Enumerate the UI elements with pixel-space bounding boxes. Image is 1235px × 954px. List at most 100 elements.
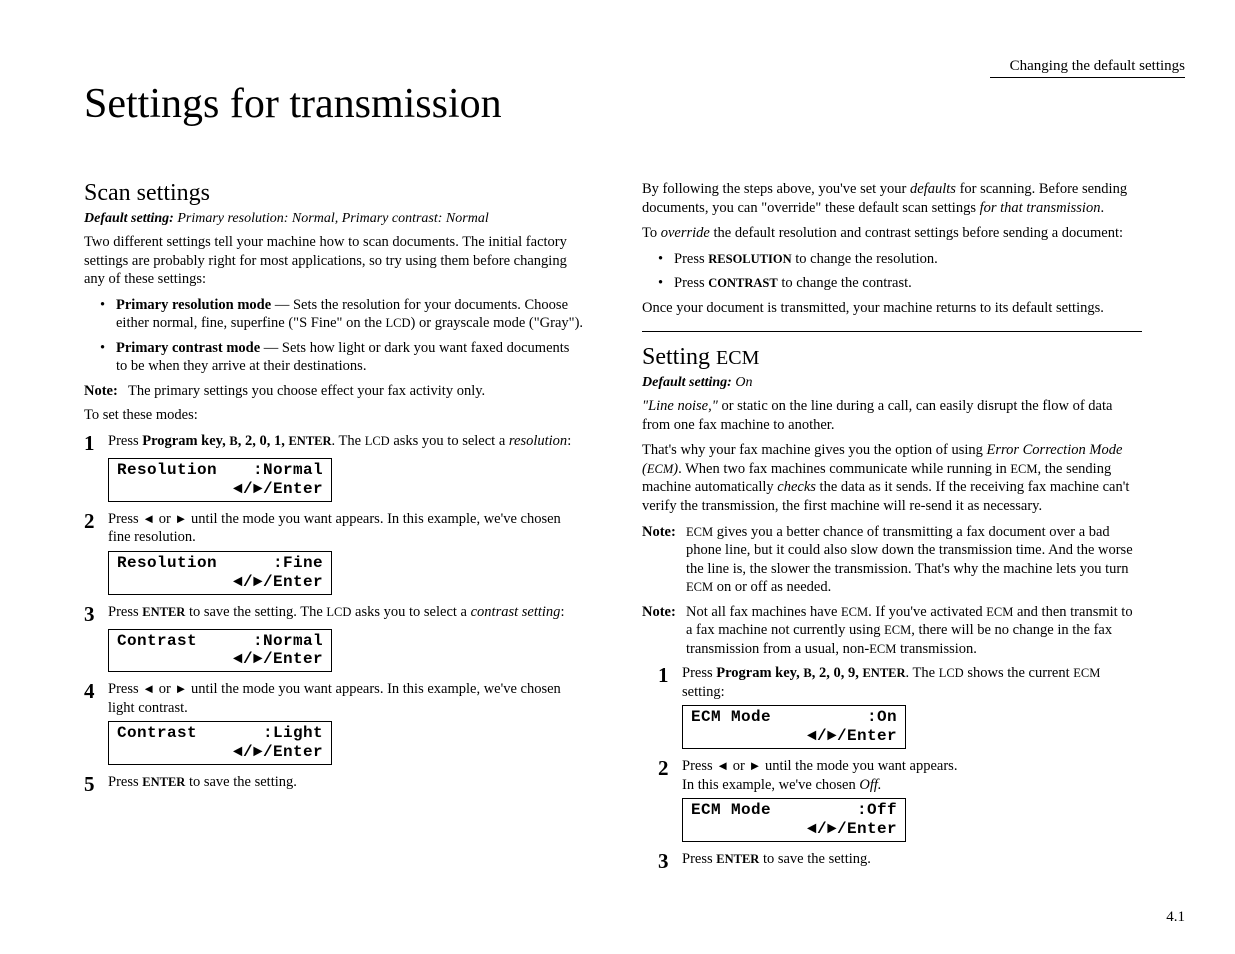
ecm-step-3: 3 Press ENTER to save the setting. [658,850,1142,872]
t: to change the contrast. [778,275,912,291]
t: to save the setting. [759,851,871,867]
ecm-p1: "Line noise," or static on the line duri… [642,397,1142,434]
lcd-left: Contrast [117,724,197,743]
step-number: 2 [658,757,682,779]
t: Setting [642,344,716,370]
scan-step-1: 1 Press Program key, B, 2, 0, 1, ENTER. … [84,432,584,454]
t: ECM [986,605,1013,619]
t: Press [682,758,716,774]
t: asks you to select a [390,433,509,449]
lcd-left: ECM Mode [691,801,771,820]
t: , 2, 0, 9, [812,665,863,681]
step-body: Press ENTER to save the setting. [108,773,584,792]
override-bullets: Press RESOLUTION to change the resolutio… [642,250,1142,293]
lcd-left: ECM Mode [691,708,771,727]
override-intro-1: By following the steps above, you've set… [642,180,1142,217]
t: setting: [682,684,725,700]
t: ENTER [716,852,759,866]
step-number: 3 [84,603,108,625]
t: Press [108,774,142,790]
t: Press [682,851,716,867]
t: LCD [326,605,351,619]
t: checks [777,479,816,495]
t: ECM [686,525,713,539]
two-column-layout: Scan settings Default setting: Primary r… [84,180,1185,876]
default-label: Default setting: [642,375,732,390]
right-arrow-icon: ► [174,681,187,698]
right-arrow-icon: ► [174,511,187,528]
lcd-resolution-normal: Resolution:Normal◄/►/Enter [108,458,332,502]
step-number: 1 [658,664,682,686]
t: . [1100,200,1104,216]
t: shows the current [964,665,1074,681]
page-number: 4.1 [1166,909,1185,926]
t: gives you a better chance of transmittin… [686,524,1133,577]
t: That's why your fax machine gives you th… [642,442,987,458]
t: the default resolution and contrast sett… [710,225,1123,241]
lcd-nav: ◄/►/Enter [233,573,323,592]
t: Press [682,665,716,681]
t: B [229,434,237,448]
left-arrow-icon: ◄ [142,681,155,698]
t: ECM [686,580,713,594]
to-set-line: To set these modes: [84,406,584,425]
t: Program key, [716,665,803,681]
t: defaults [910,181,956,197]
lcd-right: :Normal [253,632,323,651]
t: ECM [716,347,759,369]
bullet-sc: LCD [386,316,411,330]
right-arrow-icon: ► [748,758,761,775]
lcd-nav: ◄/►/Enter [233,743,323,762]
t: ECM [841,605,868,619]
left-column: Scan settings Default setting: Primary r… [84,180,584,876]
section-divider [642,331,1142,332]
lcd-nav: ◄/►/Enter [807,727,897,746]
t: CONTRAST [708,276,777,290]
step-body: Press Program key, B, 2, 0, 1, ENTER. Th… [108,432,584,451]
ecm-heading: Setting ECM [642,344,1142,371]
lcd-right: :Off [857,801,897,820]
ecm-step-2: 2 Press ◄ or ► until the mode you want a… [658,757,1142,794]
step-number: 2 [84,510,108,532]
t: or [155,681,174,697]
t: B [803,666,811,680]
t: . When two fax machines communicate whil… [678,461,1010,477]
step-body: Press ENTER to save the setting. [682,850,1142,869]
step-body: Press Program key, B, 2, 0, 9, ENTER. Th… [682,664,1142,701]
t: LCD [365,434,390,448]
t: Off. [859,777,881,793]
note-label: Note: [642,523,686,597]
bullet-contrast: Press CONTRAST to change the contrast. [658,274,1142,293]
t: To [642,225,661,241]
default-value-text: Primary resolution: Normal, Primary cont… [177,211,488,226]
lcd-nav: ◄/►/Enter [807,820,897,839]
t: or [729,758,748,774]
left-arrow-icon: ◄ [142,511,155,528]
lcd-contrast-light: Contrast:Light◄/►/Enter [108,721,332,765]
t: ECM [647,462,673,476]
t: for that transmission [980,200,1101,216]
note-text: Not all fax machines have ECM. If you've… [686,603,1142,659]
ecm-step-1: 1 Press Program key, B, 2, 0, 9, ENTER. … [658,664,1142,701]
scan-intro: Two different settings tell your machine… [84,233,584,289]
lcd-nav: ◄/►/Enter [233,650,323,669]
lcd-left: Resolution [117,461,217,480]
t: ECM [1073,666,1100,680]
step-body: Press ◄ or ► until the mode you want app… [108,680,584,717]
t: Program key, [142,433,229,449]
override-intro-2: To override the default resolution and c… [642,224,1142,243]
note-text: The primary settings you choose effect y… [128,382,584,401]
t: , 2, 0, 1, [238,433,289,449]
t: ECM [884,623,911,637]
scan-settings-heading: Scan settings [84,180,584,207]
lcd-ecm-off: ECM Mode :Off◄/►/Enter [682,798,906,842]
lcd-left: Resolution [117,554,217,573]
bullet-lead: Primary contrast mode [116,340,260,356]
t: asks you to select a [351,604,470,620]
scan-step-5: 5 Press ENTER to save the setting. [84,773,584,795]
override-outro: Once your document is transmitted, your … [642,299,1142,318]
ecm-note-2: Note: Not all fax machines have ECM. If … [642,603,1142,659]
t: contrast setting [471,604,561,620]
scan-note: Note: The primary settings you choose ef… [84,382,584,401]
t: . The [906,665,939,681]
